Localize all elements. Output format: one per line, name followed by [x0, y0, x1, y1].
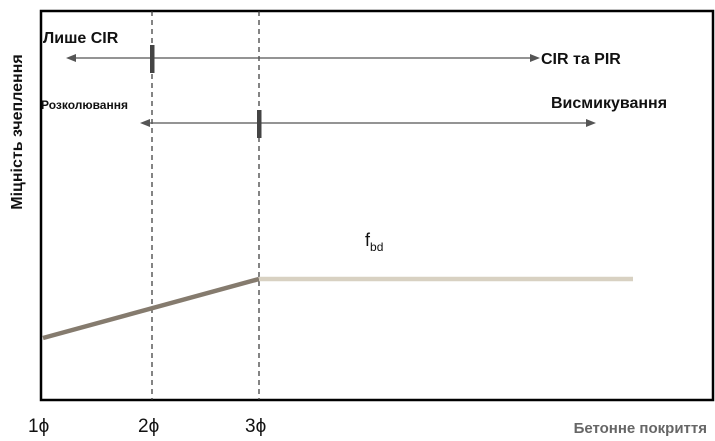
x-tick-1phi-symbol: ϕ [39, 416, 50, 437]
marker-2phi [150, 45, 155, 73]
rising-segment [42, 276, 260, 341]
x-tick-2phi: 2ϕ [138, 416, 159, 437]
label-vysmykuvannia: Висмикування [551, 95, 667, 112]
arrowhead-right-cir [530, 54, 540, 62]
x-axis-title: Бетонне покриття [574, 420, 707, 437]
x-tick-3phi-symbol: ϕ [256, 416, 267, 437]
label-lishe-cir: Лише CIR [43, 30, 119, 47]
curve-label-base: f [365, 230, 371, 250]
arrowhead-left-split [140, 119, 150, 127]
plot-frame [39, 9, 715, 402]
x-tick-1phi-base: 1 [28, 416, 39, 437]
arrowhead-left-cir [66, 54, 76, 62]
x-tick-1phi: 1ϕ [28, 416, 49, 437]
x-tick-2phi-base: 2 [138, 416, 149, 437]
x-tick-3phi-base: 3 [245, 416, 256, 437]
curve-label-subscript: bd [370, 240, 383, 254]
x-tick-3phi: 3ϕ [245, 416, 266, 437]
marker-3phi [257, 110, 262, 138]
curve-label: fbd [365, 230, 383, 254]
label-cir-pir: CIR та PIR [541, 51, 621, 68]
label-rozkoluvannia: Розколювання [41, 98, 128, 112]
x-tick-2phi-symbol: ϕ [149, 416, 160, 437]
y-axis-title: Міцність зчеплення [9, 54, 26, 209]
arrowhead-right-split [586, 119, 596, 127]
